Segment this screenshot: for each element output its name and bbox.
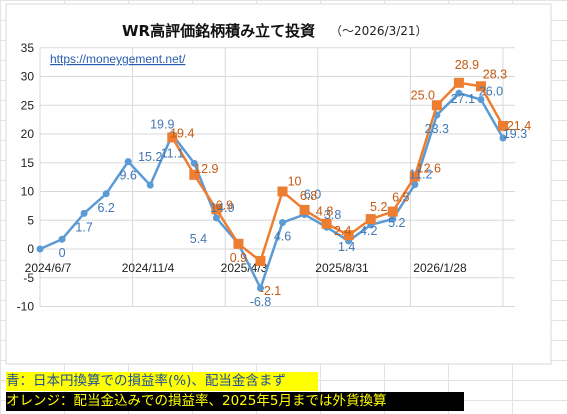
y-tick-label: 20 [21,127,35,141]
data-label-orange: 25.0 [411,88,435,102]
y-tick-label: 30 [21,70,35,84]
y-tick-label: 0 [27,242,34,256]
data-point-blue [58,235,66,243]
data-label-orange: 5.2 [370,200,387,214]
y-tick-label: -5 [23,271,34,285]
data-point-blue [499,134,507,142]
x-tick-label: 2026/1/28 [413,261,467,275]
x-tick-label: 2024/6/7 [25,261,72,275]
data-label-orange: 12.6 [417,162,441,176]
data-point-blue [80,209,88,217]
data-point-orange [233,238,244,249]
data-label-blue: 3.8 [324,208,341,222]
data-label-blue: 1.4 [338,240,355,254]
data-point-orange [409,171,420,182]
data-point-blue [477,96,485,103]
data-point-blue [455,89,463,97]
y-tick-label: 35 [21,41,35,55]
note-blue-series: 青：日本円換算での損益率(%)、配当金含まず [6,372,318,391]
data-point-orange [453,77,464,88]
data-label-blue: 23.3 [425,122,449,136]
data-point-blue [146,181,154,189]
data-label-orange: 4.8 [316,205,333,219]
data-point-orange [498,120,508,131]
data-point-orange [255,256,266,267]
data-label-orange: 28.3 [483,67,507,81]
data-label-orange: 28.9 [455,58,479,72]
data-label-blue: 9.6 [119,169,136,183]
data-point-orange [167,132,178,143]
data-label-blue: 19.3 [503,127,527,141]
data-label-blue: 11.1 [161,146,184,160]
data-label-blue: -6.8 [250,295,272,309]
y-tick-label: 10 [21,185,35,199]
chart-subtitle: （～2026/3/21） [330,24,428,38]
y-tick-label: 15 [21,156,35,170]
data-point-orange [475,81,486,92]
data-label-blue: 19.9 [150,118,174,132]
data-label-orange: 12.9 [194,162,218,176]
data-label-orange: 0.9 [230,251,247,265]
data-label-blue: 5.4 [190,232,207,246]
series-line-orange [171,81,505,264]
data-label-blue: 4.6 [274,230,291,244]
data-point-orange [431,100,442,111]
data-point-blue [36,245,44,253]
note-orange-series: オレンジ：配当金込みでの損益率、2025年5月までは外貨換算 [6,392,464,411]
data-label-orange: 2.4 [334,224,351,238]
data-label-blue: 4.2 [360,224,377,238]
x-tick-label: 2025/8/31 [315,261,369,275]
data-point-blue [190,159,198,167]
x-tick-label: 2024/11/4 [122,261,175,275]
data-label-orange: 6.8 [300,189,317,203]
data-point-orange [189,169,200,180]
data-label-orange: -2.1 [260,284,282,298]
data-label-blue: 15.2 [138,150,162,164]
data-point-blue [124,158,132,166]
data-label-blue: 27.1 [451,92,475,106]
y-axis-ticks: 35 30 25 20 15 10 5 0 -5 -10 [17,41,35,314]
x-axis-ticks: 2024/6/7 2024/11/4 2025/4/3 2025/8/31 2026/1… [25,261,467,275]
data-point-orange [343,230,354,241]
data-label-orange: 6.5 [392,191,409,205]
data-point-orange [277,186,288,197]
data-point-orange [211,204,222,215]
data-point-blue [102,190,110,198]
data-point-blue [212,214,220,222]
data-label-blue: 14.9 [210,201,234,215]
data-label-orange: 10 [288,175,302,189]
chart-series [36,77,508,292]
data-point-blue [411,181,419,189]
data-point-blue [389,215,397,223]
data-label-blue: 26.0 [479,85,503,99]
chart-data-labels: 0 1.7 6.2 9.615.2 19.9 11.1 14.9 5.4 -6.8 4.6 6.03… [59,58,532,309]
data-point-orange [299,204,310,215]
data-label-blue: 6.2 [97,201,114,215]
data-point-orange [387,206,398,217]
y-tick-label: -10 [17,300,35,314]
data-label-blue: 0 [59,246,66,260]
data-label-blue: 11.2 [409,168,432,182]
data-point-orange [365,214,376,225]
data-label-blue: 5.2 [388,216,405,230]
series-line-blue [39,91,505,292]
data-label-blue: 1.7 [75,220,92,234]
chart-area [5,3,552,365]
data-label-orange: 19.4 [170,126,194,140]
data-label-orange: 6.9 [216,198,233,212]
chart-title: WR高評価銘柄積み立て投資 [122,22,315,40]
y-tick-label: 5 [27,213,34,227]
data-point-orange [321,218,332,229]
data-label-blue: 6.0 [304,188,321,202]
data-point-blue [256,284,264,292]
site-url-link[interactable]: https://moneygement.net/ [50,52,186,66]
y-tick-label: 25 [21,98,35,112]
data-point-blue [279,219,287,227]
data-label-orange: 21.4 [507,119,531,133]
